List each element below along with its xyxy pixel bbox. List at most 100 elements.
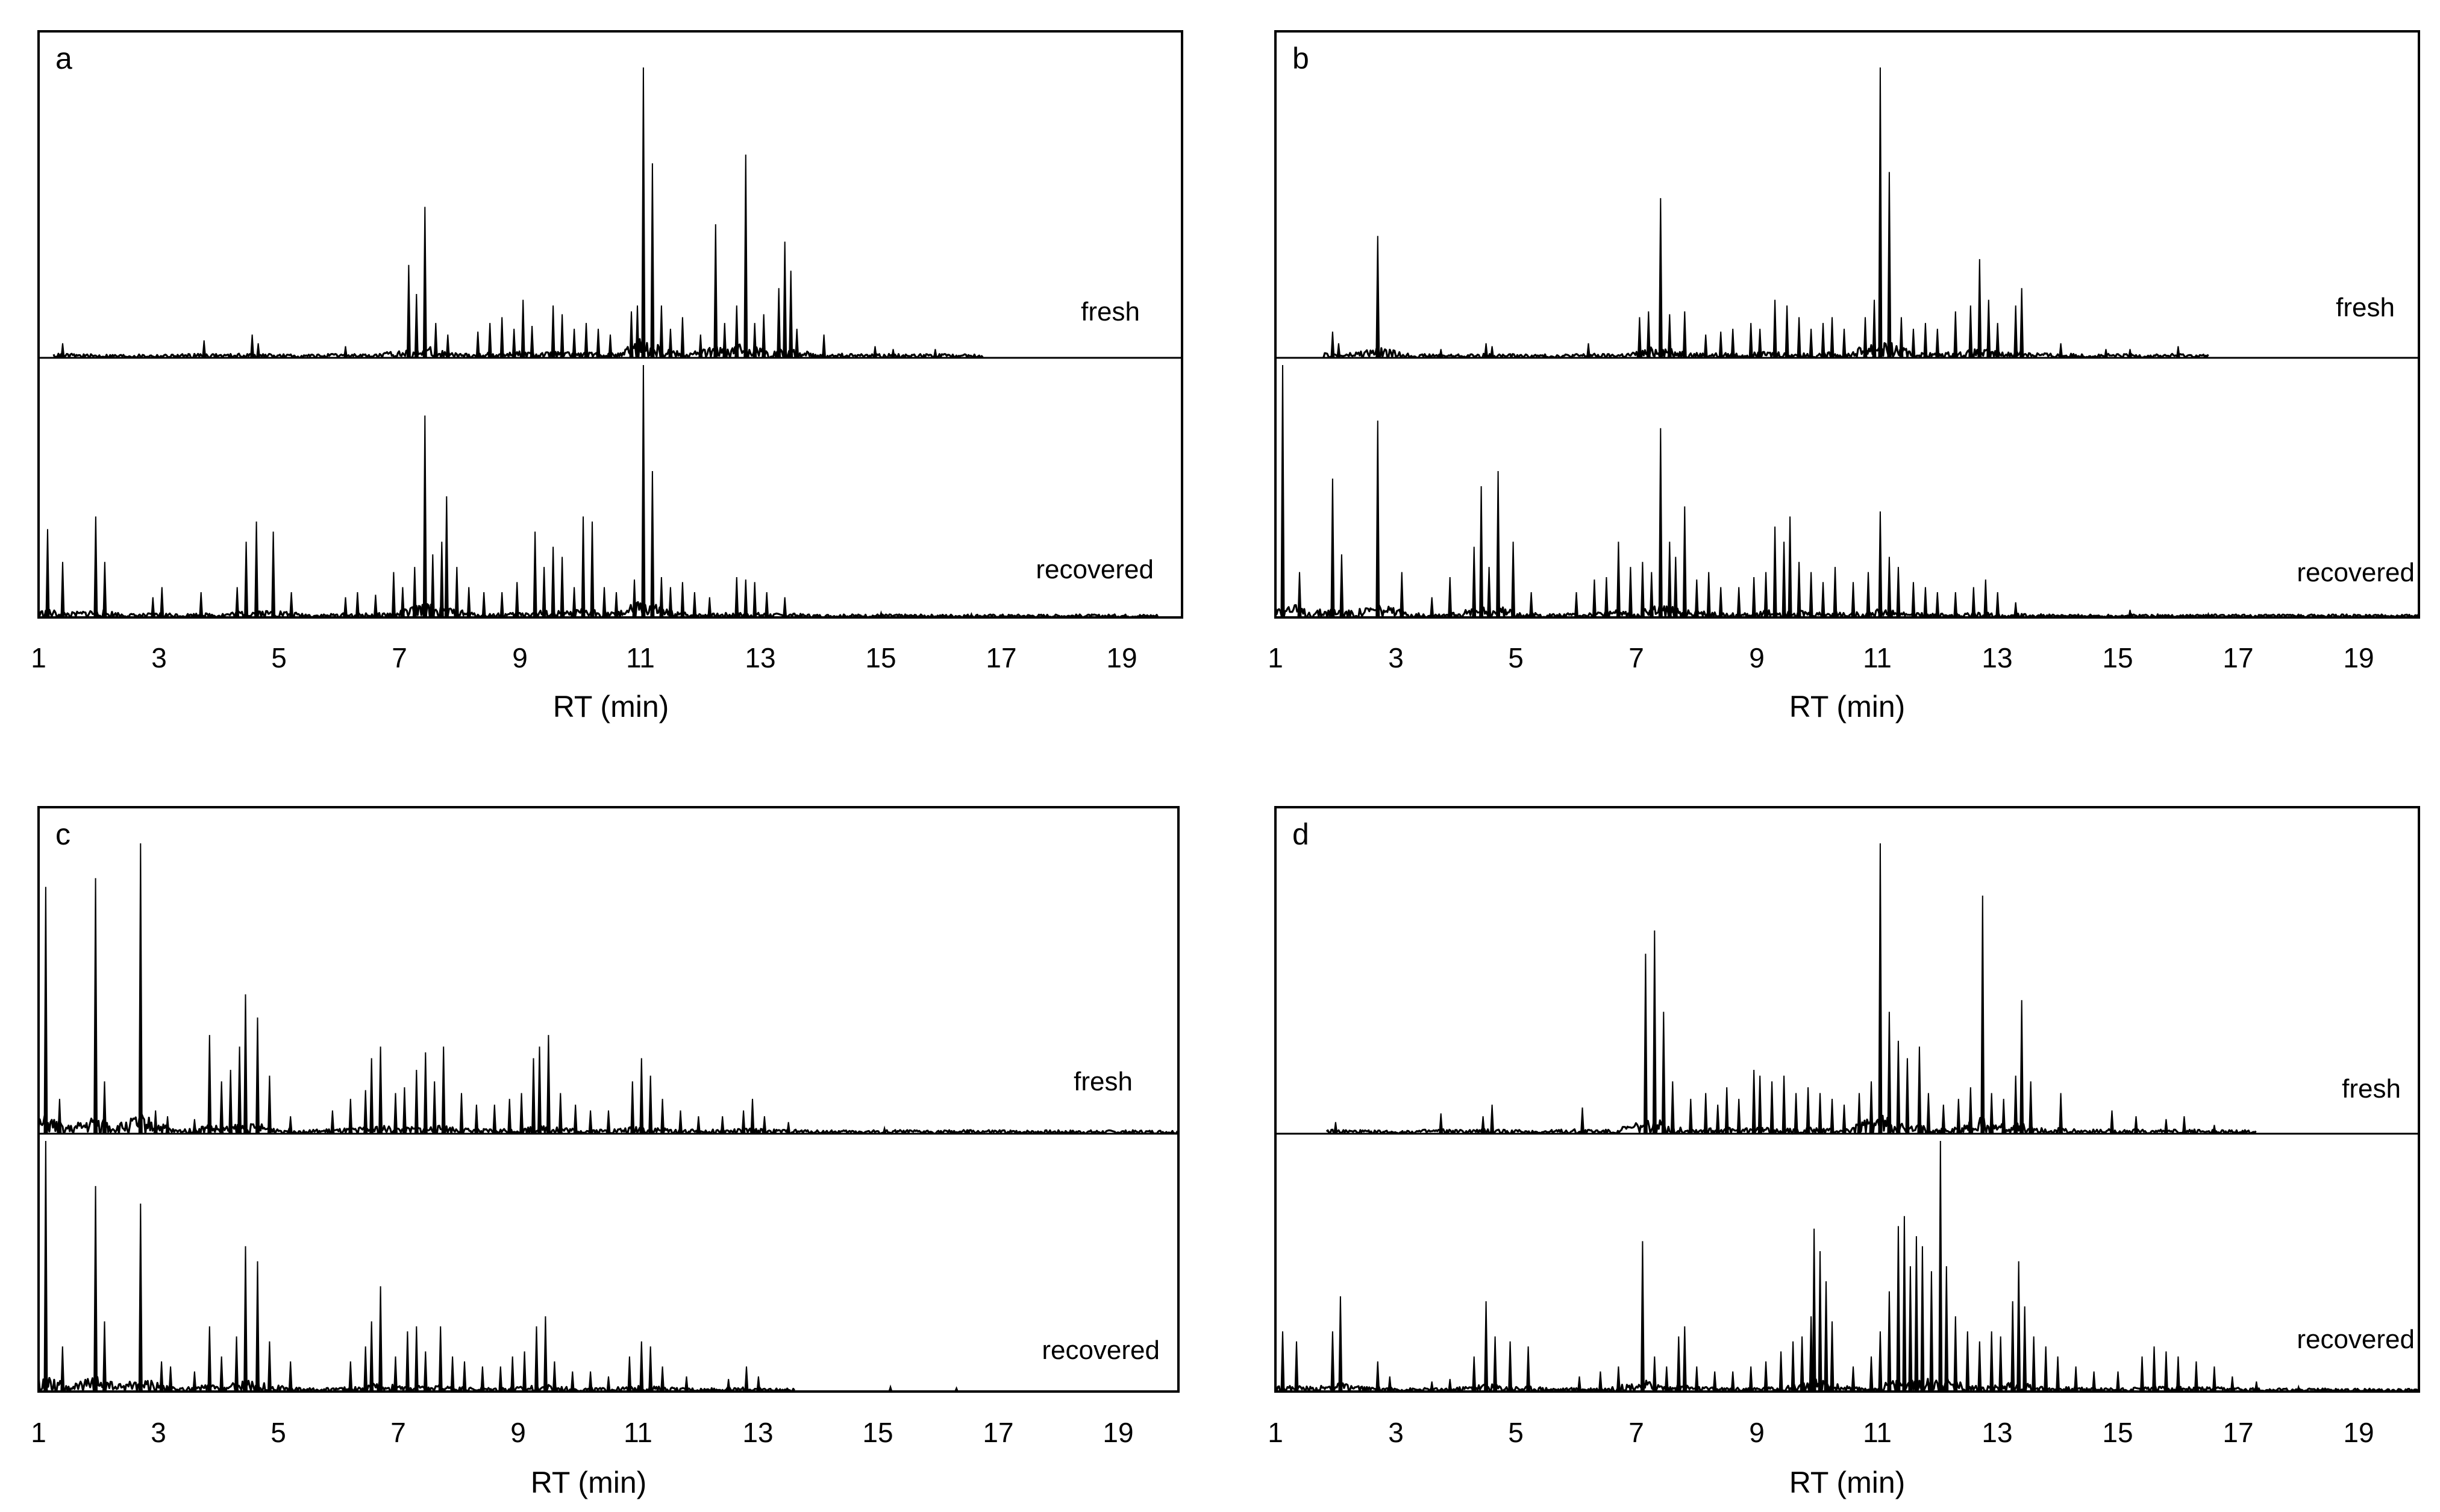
panel-b-recovered-peak-20 (1649, 572, 1654, 618)
panel-d-recovered-peak-60 (2139, 1356, 2145, 1392)
panel-c-recovered-peak-27 (498, 1366, 503, 1392)
panel-c-fresh-peak-13 (255, 1017, 260, 1134)
panel-c-fresh-peak-40 (639, 1058, 644, 1134)
panel-a-tick-11: 11 (626, 642, 655, 673)
panel-d-fresh-peak-14 (1751, 1069, 1756, 1134)
panel-d-recovered-peak-36 (1878, 1331, 1883, 1392)
panel-b-tick-1: 1 (1268, 642, 1283, 673)
panel-c-recovered-peak-20 (405, 1331, 410, 1392)
panel-a-tick-3: 3 (151, 642, 167, 673)
panel-b-fresh-peak-6 (1586, 343, 1591, 358)
panel-b-recovered-peak-22 (1667, 542, 1672, 618)
panel-a-recovered-peak-16 (400, 587, 405, 618)
panel-a-recovered-label: recovered (1036, 555, 1154, 584)
panel-b-recovered-peak-27 (1718, 587, 1723, 618)
panel-b-recovered-peak-29 (1751, 576, 1756, 618)
panel-a-fresh-peak-11 (487, 323, 492, 358)
panel-d-fresh-peak-25 (1878, 843, 1883, 1134)
panel-b-recovered-peak-46 (1953, 592, 1958, 618)
panel-b-tick-7: 7 (1628, 642, 1644, 673)
panel-a-recovered-peak-30 (560, 557, 565, 618)
panel-d-recovered-peak-20 (1682, 1326, 1687, 1392)
panel-b-recovered-peak-37 (1833, 567, 1838, 618)
panel-c-recovered-peak-21 (414, 1326, 419, 1392)
panel-c-fresh-peak-41 (648, 1075, 653, 1134)
panel-a-tick-17: 17 (986, 642, 1016, 673)
panel-d-recovered-peak-15 (1616, 1366, 1621, 1392)
panel-a-recovered-peak-13 (355, 592, 360, 618)
panel-a-recovered-peak-14 (373, 595, 378, 618)
panel-c-recovered-peak-23 (438, 1326, 443, 1392)
panel-d-fresh-peak-9 (1688, 1099, 1693, 1134)
panel-b: b fresh recovered 1 3 5 7 9 11 13 15 17 … (1268, 30, 2420, 723)
panel-b-fresh-peak-22 (1830, 317, 1835, 358)
panel-b-fresh-peak-30 (1923, 323, 1928, 358)
panel-d-fresh-label: fresh (2342, 1074, 2401, 1104)
panel-c-fresh-peak-33 (537, 1046, 542, 1134)
panel-d-fresh-peak-41 (2109, 1110, 2115, 1134)
panel-b-recovered-peak-44 (1923, 587, 1928, 618)
panel-d-fresh-peak-23 (1857, 1093, 1862, 1134)
panel-d-letter: d (1292, 817, 1309, 851)
panel-a-recovered-peak-45 (743, 579, 748, 618)
panel-b-recovered-peak-26 (1706, 572, 1711, 618)
panel-d-recovered-peak-62 (2163, 1351, 2168, 1392)
panel-c-recovered-peak-16 (363, 1346, 368, 1392)
panel-b-recovered-peak-11 (1496, 470, 1501, 618)
panel-a-tick-5: 5 (271, 642, 287, 673)
panel-d-fresh-peak-8 (1670, 1081, 1675, 1134)
panel-d-fresh-peak-24 (1869, 1081, 1874, 1134)
panel-c-recovered-peak-29 (522, 1351, 527, 1392)
panel-b-fresh-peak-16 (1757, 328, 1762, 358)
panel-a-recovered-peak-1 (60, 561, 65, 618)
panel-d-fresh-peak-38 (2019, 1000, 2024, 1134)
panel-c-fresh-peak-20 (378, 1046, 383, 1134)
panel-a-fresh-peak-25 (650, 163, 655, 358)
panel-a-recovered-peak-36 (632, 579, 637, 618)
panel-d-recovered-peak-34 (1851, 1366, 1856, 1392)
panel-c-fresh-label: fresh (1074, 1067, 1133, 1096)
panel-d-fresh-trace (1325, 843, 2257, 1135)
panel-b-recovered-peak-30 (1763, 572, 1768, 618)
panel-c-fresh-peak-12 (243, 994, 248, 1134)
panel-c-tick-5: 5 (271, 1417, 286, 1448)
panel-d-fresh-peak-21 (1830, 1099, 1835, 1134)
panel-b-recovered-peak-39 (1866, 572, 1871, 618)
panel-b-frame (1274, 30, 2420, 619)
panel-b-recovered-peak-4 (1375, 420, 1380, 618)
panel-d-recovered-trace (1274, 1140, 2420, 1393)
panel-d-recovered-peak-2 (1330, 1331, 1335, 1392)
panel-d-recovered-peak-11 (1508, 1341, 1513, 1392)
panel-b-recovered-peak-18 (1628, 567, 1633, 618)
panel-c-recovered-peak-15 (348, 1361, 353, 1392)
panel-b-fresh-peak-7 (1637, 317, 1642, 358)
panel-a-fresh-peak-4 (343, 346, 348, 358)
panel-d-recovered-peak-1 (1294, 1341, 1299, 1392)
panel-a-fresh-peak-30 (713, 224, 718, 358)
panel-d-fresh-peak-40 (2059, 1093, 2063, 1134)
panel-a-fresh-peak-34 (752, 323, 757, 358)
panel-a-fresh-peak-1 (202, 340, 207, 358)
panel-b-fresh-label: fresh (2336, 293, 2395, 322)
panel-c-recovered-peak-5 (159, 1361, 164, 1392)
panel-c-fresh-peak-32 (531, 1058, 536, 1134)
panel-a-fresh-peak-9 (445, 334, 450, 358)
panel-d-fresh-peak-44 (2182, 1116, 2186, 1134)
panel-b-fresh-peak-12 (1703, 334, 1708, 358)
panel-d-fresh-peak-19 (1806, 1087, 1810, 1134)
panel-a-recovered-peak-41 (680, 582, 685, 618)
panel-c-recovered-peak-30 (534, 1326, 539, 1392)
panel-d-fresh-peak-43 (2163, 1119, 2169, 1134)
panel-d-fresh-peak-42 (2133, 1116, 2139, 1134)
panel-d-recovered-peak-53 (2022, 1306, 2027, 1392)
panel-d-frame (1274, 806, 2420, 1393)
panel-b-x-axis-title: RT (min) (1789, 690, 1906, 723)
panel-b-fresh-peak-19 (1797, 317, 1801, 358)
panel-a-recovered-peak-24 (481, 592, 486, 618)
panel-c-recovered-peak-11 (243, 1246, 248, 1392)
panel-c-fresh-peak-28 (474, 1104, 479, 1134)
panel-c-fresh-peak-50 (882, 1125, 887, 1134)
panel-c-recovered-peak-19 (393, 1356, 398, 1392)
panel-d-fresh-peak-4 (1580, 1107, 1585, 1134)
panel-d-tick-11: 11 (1863, 1417, 1892, 1448)
